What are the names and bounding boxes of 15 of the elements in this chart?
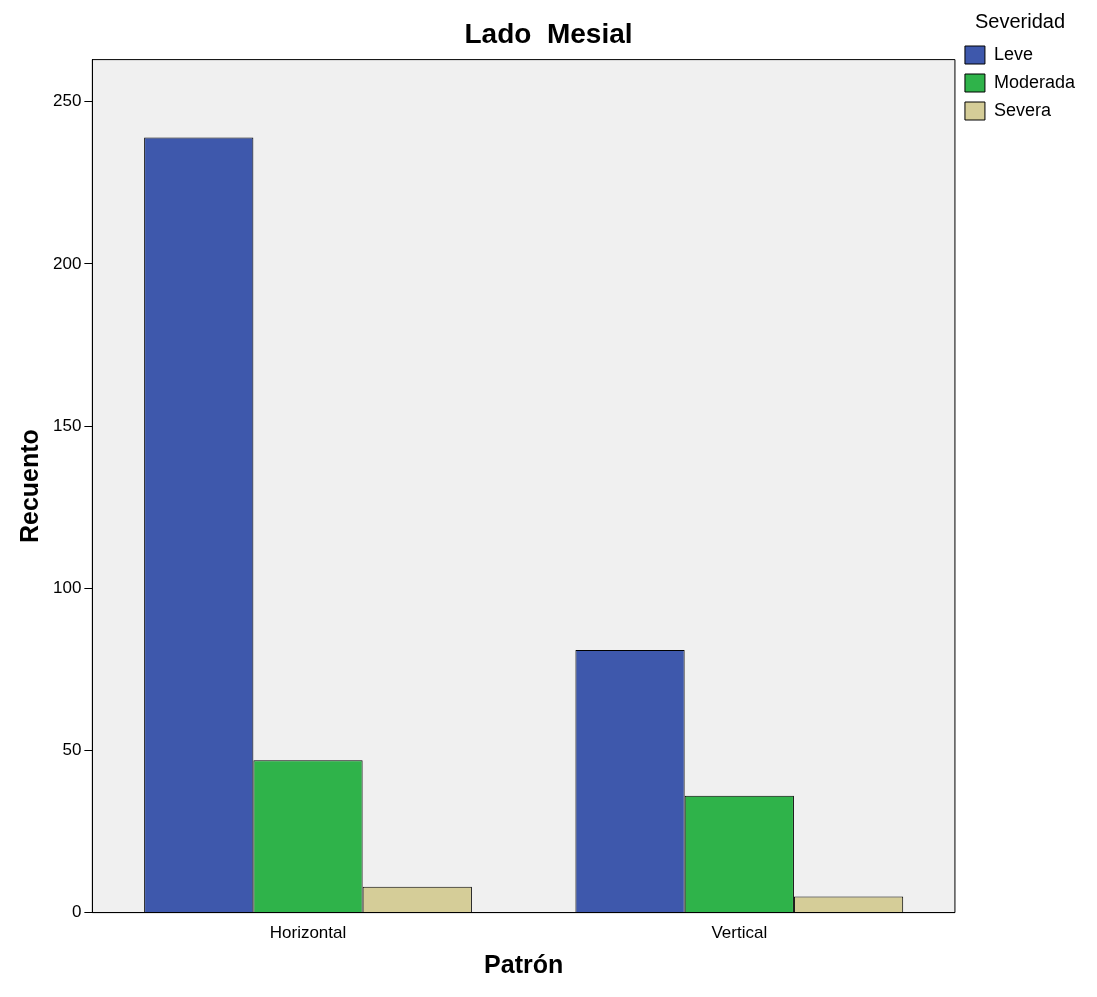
legend-label: Severa — [993, 99, 1052, 120]
x-axis-title: Patrón — [484, 949, 564, 978]
y-tick-label: 50 — [62, 740, 82, 760]
y-tick-label: 200 — [52, 253, 82, 273]
x-tick-label: Horizontal — [269, 923, 347, 943]
legend-label: Leve — [993, 43, 1033, 64]
y-tick-label: 250 — [52, 91, 82, 111]
y-tick-label: 150 — [52, 415, 82, 435]
legend-title: Severidad — [974, 9, 1065, 32]
y-axis-title: Recuento — [14, 429, 43, 544]
x-tick-label: Vertical — [711, 923, 768, 943]
chart-title: Lado Mesial — [464, 17, 633, 49]
y-tick-label: 0 — [71, 902, 82, 922]
y-tick-label: 100 — [52, 577, 82, 597]
legend-label: Moderada — [993, 71, 1076, 92]
